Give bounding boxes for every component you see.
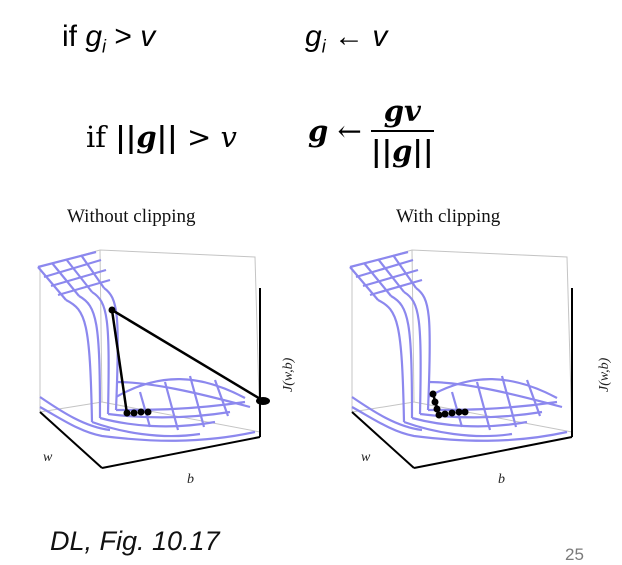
- surface-plot-without-clipping: [37, 249, 270, 469]
- w-axis-label-right: w: [361, 450, 371, 465]
- threshold: v: [140, 20, 156, 53]
- cost-surface: [349, 250, 568, 442]
- axes-lines: [351, 288, 573, 469]
- left-arrow: ←: [337, 114, 362, 148]
- axes-lines: [39, 288, 261, 469]
- left-arrow: ←: [334, 20, 365, 53]
- figure-caption: DL, Fig. 10.17: [50, 526, 220, 556]
- scalar-clip-assignment: gi ← v: [305, 20, 388, 57]
- fraction-denominator: ||g||: [371, 134, 434, 168]
- z-axis-label-left: J(w,b): [281, 357, 296, 392]
- gradient-component: gi: [305, 20, 326, 57]
- fraction-numerator: gv: [371, 94, 434, 132]
- greater-than: >: [114, 20, 132, 53]
- panel-title-with-clipping: With clipping: [396, 206, 501, 227]
- optimization-trajectory: [429, 390, 469, 419]
- surface-plot-with-clipping: [349, 249, 573, 469]
- if-keyword: if: [86, 120, 107, 154]
- gradient-norm: ||g||: [115, 120, 178, 154]
- threshold: v: [220, 120, 237, 154]
- gradient-vector: g: [308, 114, 329, 148]
- b-axis-label-right: b: [498, 472, 505, 487]
- greater-than: >: [186, 120, 212, 154]
- panel-title-without-clipping: Without clipping: [67, 206, 196, 227]
- cost-surface: [37, 250, 256, 442]
- w-axis-label-left: w: [43, 450, 53, 465]
- optimization-trajectory: [108, 306, 270, 417]
- threshold: v: [372, 20, 388, 53]
- b-axis-label-left: b: [187, 472, 194, 487]
- scalar-clip-condition: if gi > v: [62, 20, 156, 57]
- rescale-fraction: gv ||g||: [371, 94, 434, 168]
- if-keyword: if: [62, 20, 77, 53]
- gradient-component: gi: [85, 20, 107, 57]
- z-axis-label-right: J(w,b): [597, 357, 612, 392]
- norm-clip-condition: if ||g|| > v: [86, 120, 237, 154]
- page-number: 25: [565, 545, 584, 564]
- norm-clip-assignment: g ← gv ||g||: [308, 94, 434, 168]
